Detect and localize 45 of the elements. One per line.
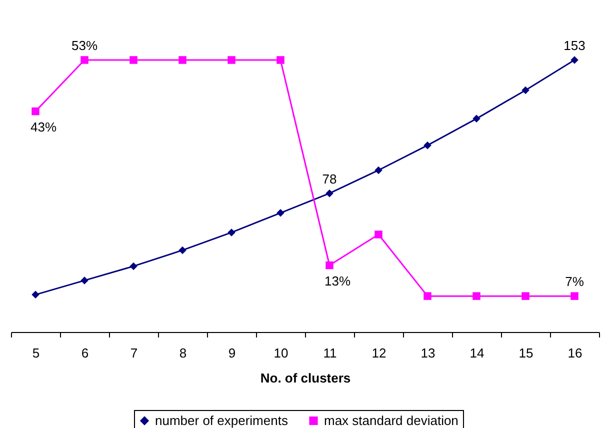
point: [326, 261, 334, 270]
point: [570, 56, 578, 64]
point: [276, 56, 284, 64]
point: [228, 56, 236, 64]
point: [80, 56, 88, 64]
x-tick-label: 9: [228, 346, 236, 360]
x-tick-label: 13: [420, 346, 436, 360]
point: [424, 141, 432, 150]
point: [326, 189, 334, 198]
x-tick-label: 11: [323, 346, 337, 360]
x-tick-label: 10: [274, 346, 288, 360]
data-label: 13%: [324, 273, 351, 288]
x-tick-label: 14: [470, 346, 484, 360]
data-label: 53%: [71, 38, 98, 53]
x-tick-label: 5: [32, 346, 40, 360]
point: [32, 107, 40, 116]
point: [178, 56, 186, 64]
legend-label: max standard deviation: [324, 412, 458, 428]
x-tick-label: 7: [130, 346, 138, 360]
point: [472, 114, 480, 123]
x-tick-label: 6: [81, 346, 89, 360]
point: [374, 166, 382, 174]
point: [130, 56, 138, 64]
point: [424, 292, 432, 300]
point: [80, 276, 88, 284]
point: [570, 292, 578, 300]
data-label: 153: [564, 38, 586, 53]
x-axis-title: No. of clusters: [260, 370, 351, 386]
point: [522, 86, 530, 94]
point: [130, 262, 138, 270]
legend-label: number of experiments: [155, 412, 288, 428]
data-label: 7%: [565, 274, 584, 290]
point: [32, 290, 40, 299]
x-tick-label: 8: [179, 346, 187, 360]
data-label: 43%: [30, 119, 57, 134]
point: [374, 230, 382, 238]
x-tick-label: 16: [568, 346, 582, 360]
point: [276, 209, 284, 217]
point: [472, 292, 480, 300]
point: [228, 228, 236, 236]
data-label: 78: [322, 171, 337, 186]
point: [178, 246, 186, 254]
point: [522, 292, 530, 300]
x-tick-label: 15: [518, 346, 534, 360]
x-tick-label: 12: [372, 346, 386, 360]
